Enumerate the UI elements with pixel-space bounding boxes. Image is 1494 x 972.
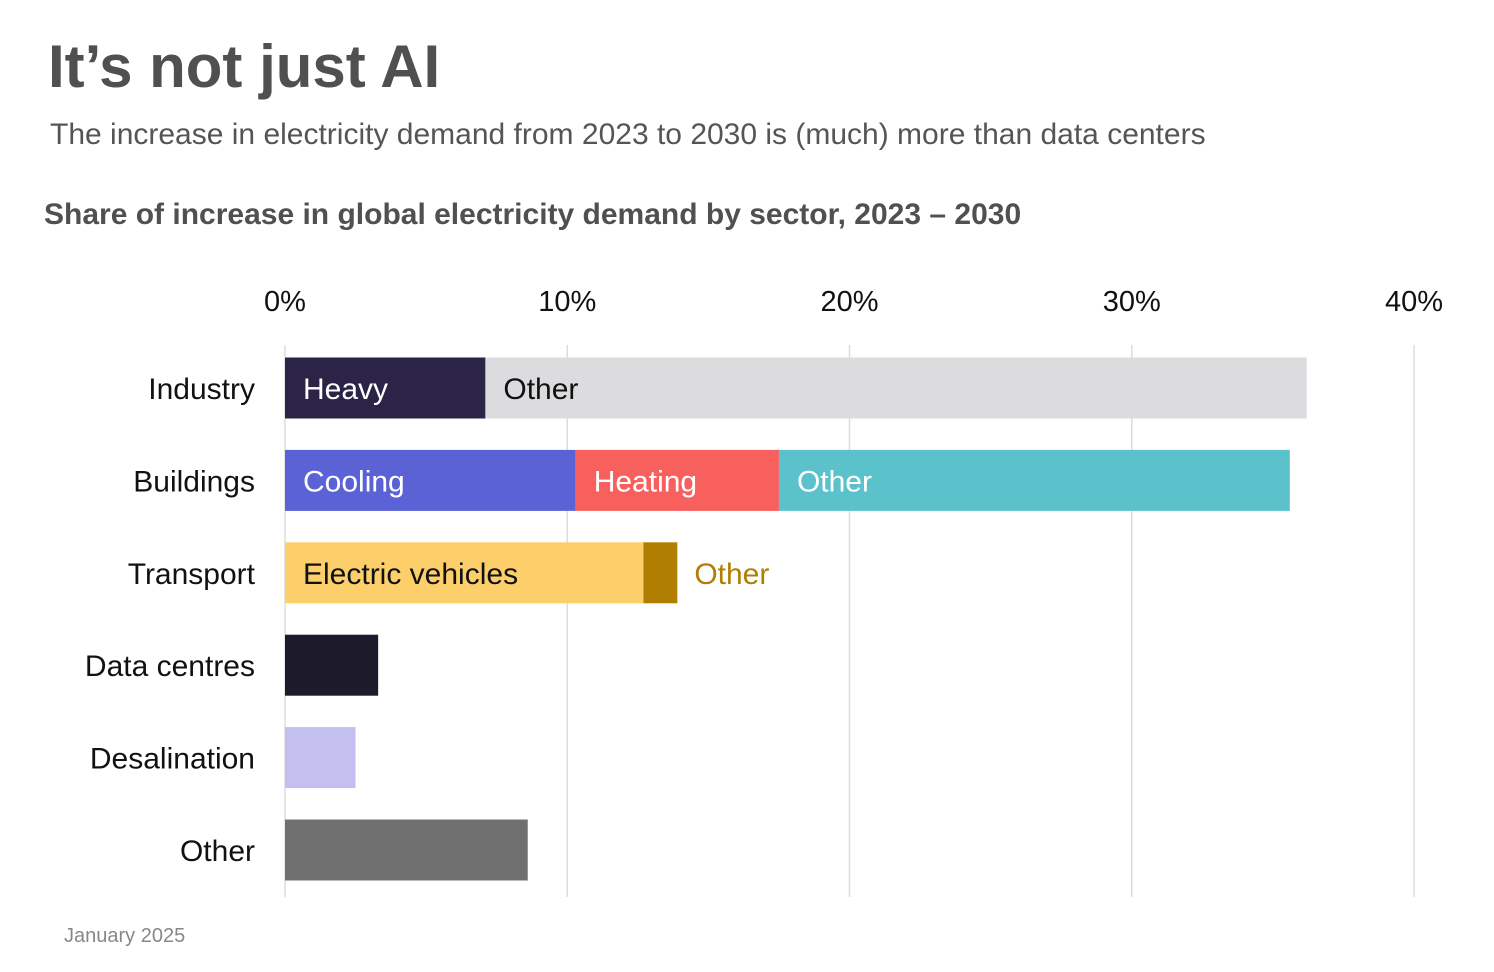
bar-transport: Transport Electric vehicles Other xyxy=(128,542,769,604)
bar-segment xyxy=(285,727,356,789)
category-label: Transport xyxy=(128,558,256,591)
bar-segment xyxy=(285,449,576,511)
bar-industry: Industry Heavy Other xyxy=(148,357,1307,419)
bar-segment xyxy=(778,449,1290,511)
subtitle: The increase in electricity demand from … xyxy=(50,118,1206,151)
segment-label: Other xyxy=(797,465,872,498)
x-tick-label: 20% xyxy=(820,286,878,318)
category-label: Other xyxy=(180,835,255,868)
bar-segment xyxy=(285,542,644,604)
bar-desalination: Desalination xyxy=(90,727,356,789)
category-label: Industry xyxy=(148,373,255,406)
segment-label: Heating xyxy=(594,465,697,498)
bar-segment xyxy=(285,634,379,696)
bar-buildings: Buildings Cooling Heating Other xyxy=(133,449,1290,511)
category-label: Buildings xyxy=(133,465,255,498)
bar-segment xyxy=(485,357,1307,419)
x-axis-ticks: 0% 10% 20% 30% 40% xyxy=(264,286,1443,318)
bar-segment xyxy=(285,819,528,881)
segment-label: Other xyxy=(503,373,578,406)
bar-segment xyxy=(643,542,678,604)
category-label: Desalination xyxy=(90,743,255,776)
bar-segment xyxy=(575,449,779,511)
segment-label: Electric vehicles xyxy=(303,558,518,591)
footer-date: January 2025 xyxy=(64,925,185,947)
page-title: It’s not just AI xyxy=(48,33,440,100)
segment-label: Other xyxy=(694,558,769,591)
bar-data-centres: Data centres xyxy=(85,634,379,696)
segment-label: Cooling xyxy=(303,465,405,498)
x-tick-label: 30% xyxy=(1103,286,1161,318)
bars: Industry Heavy Other Buildings Cooling Heatin… xyxy=(85,357,1307,881)
x-tick-label: 10% xyxy=(538,286,596,318)
bar-other: Other xyxy=(180,819,528,881)
category-label: Data centres xyxy=(85,650,255,683)
x-tick-label: 40% xyxy=(1385,286,1443,318)
segment-label: Heavy xyxy=(303,373,388,406)
bar-segment xyxy=(285,357,486,419)
gridlines xyxy=(284,345,1415,897)
x-tick-label: 0% xyxy=(264,286,306,318)
chart-title: Share of increase in global electricity … xyxy=(44,198,1021,231)
